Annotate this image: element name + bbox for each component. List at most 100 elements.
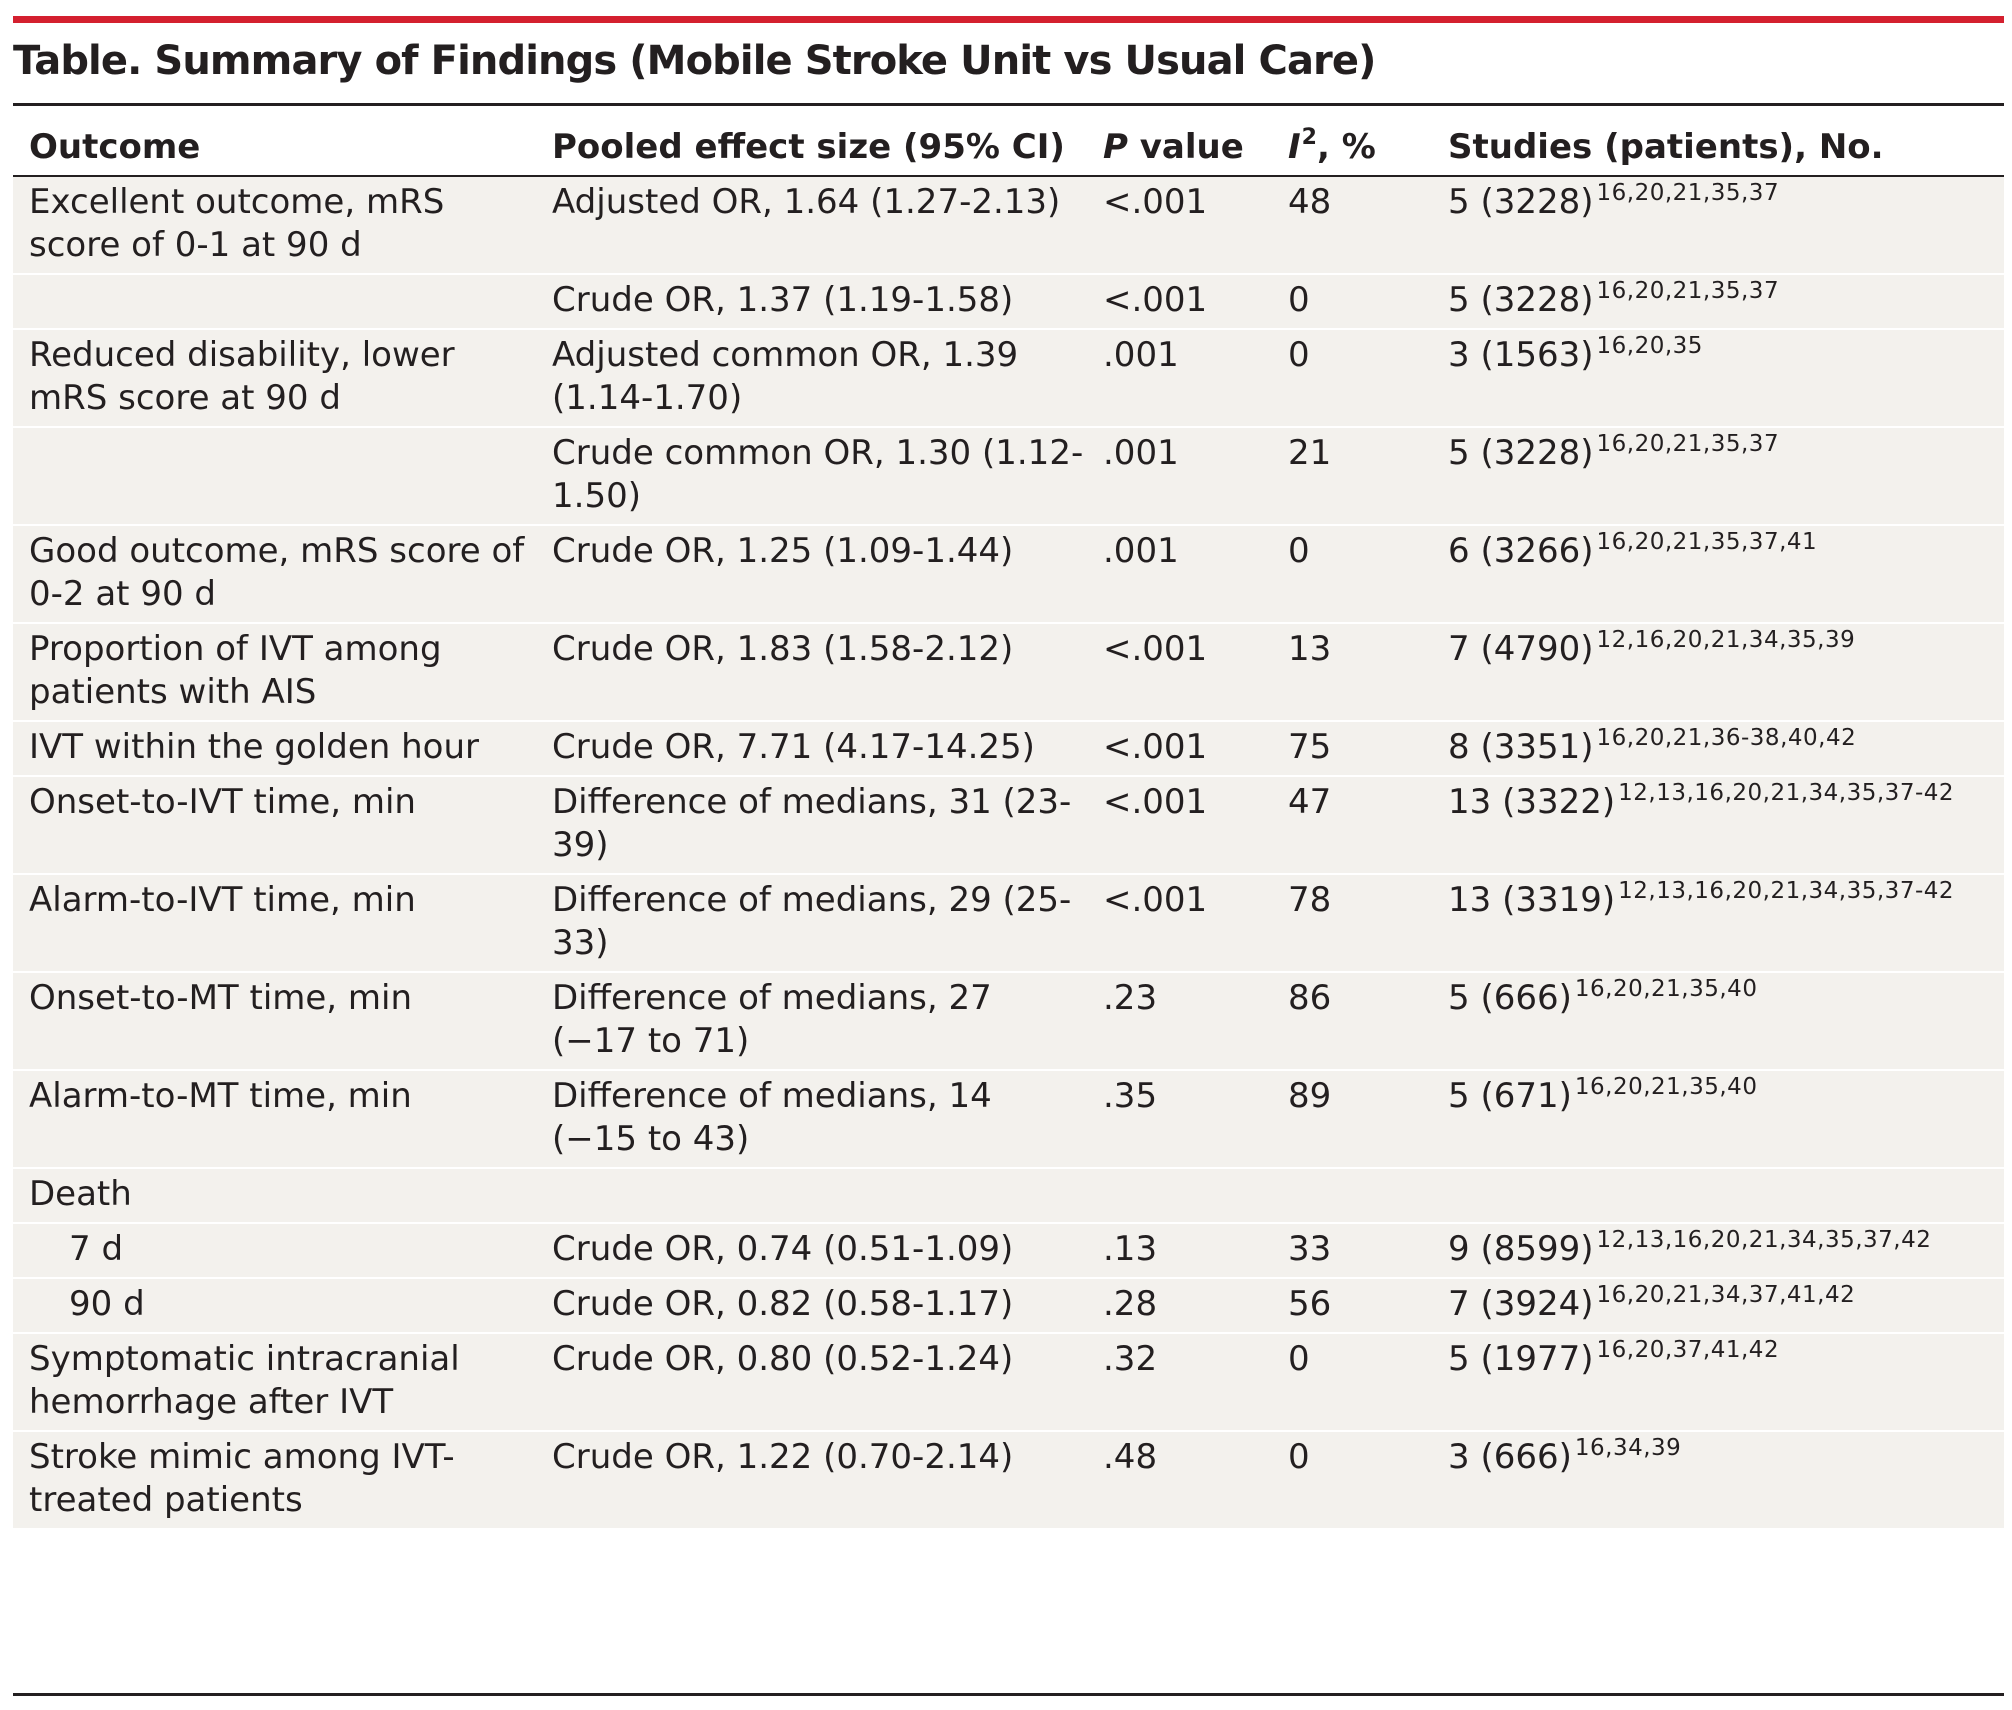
studies-count: 5 (1977) [1448, 1339, 1594, 1379]
studies-count: 3 (1563) [1448, 335, 1594, 375]
studies-count: 5 (3228) [1448, 280, 1594, 320]
header-p-value: P value [1087, 106, 1272, 177]
i2-cell: 33 [1272, 1223, 1432, 1279]
p-value-cell: .32 [1087, 1333, 1272, 1432]
studies-cell: 6 (3266) 16,20,21,35,37,41 [1432, 525, 2004, 624]
table-row: Onset-to-IVT time, min Difference of med… [13, 776, 2004, 875]
outcome-cell: 7 d [13, 1223, 536, 1279]
header-i2: I2, % [1272, 106, 1432, 177]
outcome-cell: Death [13, 1168, 536, 1224]
p-value-cell: <.001 [1087, 721, 1272, 777]
header-i2-sup: 2 [1301, 125, 1317, 150]
i2-cell [1272, 1168, 1432, 1224]
effect-cell: Difference of medians, 29 (25-33) [536, 874, 1087, 973]
reference-superscript: 16,20,21,35,37 [1596, 431, 1780, 457]
effect-cell: Difference of medians, 14 (−15 to 43) [536, 1070, 1087, 1169]
i2-cell: 89 [1272, 1070, 1432, 1169]
reference-superscript: 16,20,21,34,37,41,42 [1596, 1282, 1856, 1308]
header-studies: Studies (patients), No. [1432, 106, 2004, 177]
table-row: Alarm-to-IVT time, min Difference of med… [13, 874, 2004, 973]
reference-superscript: 16,20,21,35,37 [1596, 180, 1780, 206]
table-row: Symptomatic intracranial hemorrhage afte… [13, 1333, 2004, 1432]
studies-cell: 8 (3351) 16,20,21,36-38,40,42 [1432, 721, 2004, 777]
table-row: Excellent outcome, mRS score of 0-1 at 9… [13, 176, 2004, 275]
studies-count: 5 (666) [1448, 978, 1572, 1018]
effect-cell: Crude OR, 1.83 (1.58-2.12) [536, 623, 1087, 722]
studies-count: 7 (3924) [1448, 1284, 1594, 1324]
p-value-cell: .35 [1087, 1070, 1272, 1169]
p-value-cell: .13 [1087, 1223, 1272, 1279]
effect-cell: Crude OR, 1.37 (1.19-1.58) [536, 274, 1087, 330]
effect-cell: Adjusted OR, 1.64 (1.27-2.13) [536, 176, 1087, 275]
p-value-cell: .23 [1087, 972, 1272, 1071]
studies-cell: 7 (4790) 12,16,20,21,34,35,39 [1432, 623, 2004, 722]
table-row: IVT within the golden hour Crude OR, 7.7… [13, 721, 2004, 777]
outcome-cell: 90 d [13, 1278, 536, 1334]
studies-count: 5 (3228) [1448, 182, 1594, 222]
reference-superscript: 16,20,37,41,42 [1596, 1337, 1780, 1363]
table-row: Reduced disability, lower mRS score at 9… [13, 329, 2004, 428]
reference-superscript: 16,20,21,35,40 [1574, 1074, 1758, 1100]
top-rule [13, 103, 2004, 106]
table-row: Crude common OR, 1.30 (1.12-1.50) .001 2… [13, 427, 2004, 526]
effect-cell [536, 1168, 1087, 1224]
effect-cell: Crude OR, 1.25 (1.09-1.44) [536, 525, 1087, 624]
reference-superscript: 16,20,21,35,37,41 [1596, 529, 1818, 555]
reference-superscript: 16,20,21,36-38,40,42 [1596, 725, 1857, 751]
studies-count: 13 (3322) [1448, 782, 1616, 822]
header-outcome: Outcome [13, 106, 536, 177]
p-value-cell [1087, 1168, 1272, 1224]
reference-superscript: 16,20,35 [1596, 333, 1703, 359]
outcome-cell: Proportion of IVT among patients with AI… [13, 623, 536, 722]
i2-cell: 21 [1272, 427, 1432, 526]
p-value-cell: .48 [1087, 1431, 1272, 1530]
i2-cell: 0 [1272, 1431, 1432, 1530]
reference-superscript: 16,20,21,35,40 [1574, 976, 1758, 1002]
reference-superscript: 12,13,16,20,21,34,35,37,42 [1596, 1227, 1932, 1253]
summary-table: Outcome Pooled effect size (95% CI) P va… [13, 106, 2004, 1530]
studies-cell: 3 (666) 16,34,39 [1432, 1431, 2004, 1530]
reference-superscript: 12,16,20,21,34,35,39 [1596, 627, 1856, 653]
studies-cell: 5 (666) 16,20,21,35,40 [1432, 972, 2004, 1071]
i2-cell: 48 [1272, 176, 1432, 275]
header-p-rest: value [1127, 127, 1244, 167]
reference-superscript: 16,34,39 [1574, 1435, 1682, 1461]
i2-cell: 0 [1272, 1333, 1432, 1432]
effect-cell: Crude OR, 0.80 (0.52-1.24) [536, 1333, 1087, 1432]
outcome-cell: Reduced disability, lower mRS score at 9… [13, 329, 536, 428]
outcome-cell: Stroke mimic among IVT-treated patients [13, 1431, 536, 1530]
table-title: Table. Summary of Findings (Mobile Strok… [13, 38, 1376, 84]
outcome-cell: Alarm-to-IVT time, min [13, 874, 536, 973]
outcome-cell: Alarm-to-MT time, min [13, 1070, 536, 1169]
studies-count: 13 (3319) [1448, 880, 1616, 920]
studies-cell: 13 (3319) 12,13,16,20,21,34,35,37-42 [1432, 874, 2004, 973]
effect-cell: Difference of medians, 27 (−17 to 71) [536, 972, 1087, 1071]
table-row: Stroke mimic among IVT-treated patients … [13, 1431, 2004, 1530]
header-row: Outcome Pooled effect size (95% CI) P va… [13, 106, 2004, 177]
reference-superscript: 12,13,16,20,21,34,35,37-42 [1618, 878, 1955, 904]
table-row: 90 d Crude OR, 0.82 (0.58-1.17) .28 56 7… [13, 1278, 2004, 1334]
i2-cell: 56 [1272, 1278, 1432, 1334]
outcome-cell [13, 427, 536, 526]
header-p-italic: P [1103, 127, 1128, 167]
p-value-cell: <.001 [1087, 776, 1272, 875]
effect-cell: Adjusted common OR, 1.39 (1.14-1.70) [536, 329, 1087, 428]
outcome-cell: IVT within the golden hour [13, 721, 536, 777]
table-row: Proportion of IVT among patients with AI… [13, 623, 2004, 722]
i2-cell: 0 [1272, 525, 1432, 624]
effect-cell: Crude common OR, 1.30 (1.12-1.50) [536, 427, 1087, 526]
p-value-cell: .28 [1087, 1278, 1272, 1334]
header-i2-rest: , % [1316, 127, 1376, 167]
outcome-cell [13, 274, 536, 330]
header-i2-italic: I [1288, 127, 1301, 167]
i2-cell: 0 [1272, 274, 1432, 330]
p-value-cell: .001 [1087, 427, 1272, 526]
studies-cell: 5 (1977) 16,20,37,41,42 [1432, 1333, 2004, 1432]
i2-cell: 0 [1272, 329, 1432, 428]
table-row-group-header: Death [13, 1168, 2004, 1224]
studies-count: 8 (3351) [1448, 727, 1594, 767]
studies-count: 6 (3266) [1448, 531, 1594, 571]
studies-cell: 5 (671) 16,20,21,35,40 [1432, 1070, 2004, 1169]
i2-cell: 78 [1272, 874, 1432, 973]
effect-cell: Crude OR, 7.71 (4.17-14.25) [536, 721, 1087, 777]
